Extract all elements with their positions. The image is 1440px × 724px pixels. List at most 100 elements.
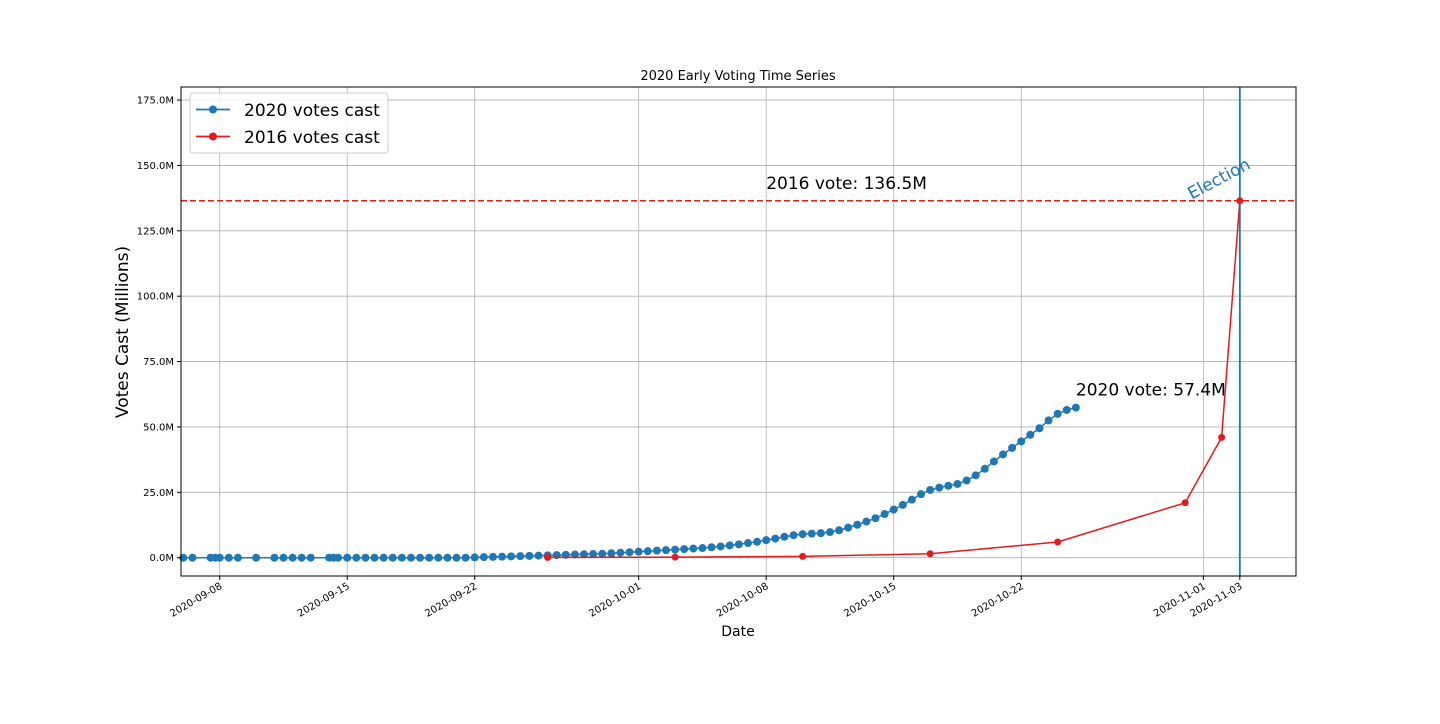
data-point-2020 <box>1026 430 1035 439</box>
legend-label-2020: 2020 votes cast <box>244 101 380 121</box>
data-point-2020 <box>780 532 789 541</box>
data-point-2020 <box>999 450 1008 459</box>
legend-entry-2016: 2016 votes cast <box>196 128 380 148</box>
data-point-2020 <box>306 553 315 562</box>
data-point-2020 <box>616 548 625 557</box>
x-tick-label: 2020-10-08 <box>715 581 771 620</box>
data-point-2020 <box>953 479 962 488</box>
data-point-2020 <box>971 471 980 480</box>
data-point-2020 <box>361 553 370 562</box>
data-point-2020 <box>1062 405 1071 414</box>
data-point-2020 <box>1053 409 1062 418</box>
data-point-2020 <box>224 553 233 562</box>
annotation-layer: 2016 vote: 136.5M 2020 vote: 57.4M Electio… <box>766 155 1254 401</box>
annotation-vote2016: 2016 vote: 136.5M <box>766 174 927 194</box>
data-point-2020 <box>406 553 415 562</box>
data-point-2020 <box>825 528 834 537</box>
legend-entry-2020: 2020 votes cast <box>196 101 380 121</box>
y-tick-label: 125.0M <box>137 226 174 237</box>
data-point-2016 <box>671 553 679 561</box>
data-point-2020 <box>807 529 816 538</box>
data-point-2020 <box>461 553 470 562</box>
data-point-2020 <box>917 490 926 499</box>
data-point-2016 <box>1054 538 1062 546</box>
y-tick-label: 150.0M <box>137 161 174 172</box>
data-point-2020 <box>580 550 589 559</box>
data-point-2020 <box>425 553 434 562</box>
y-tick-label: 75.0M <box>143 357 174 368</box>
data-point-2020 <box>479 553 488 562</box>
data-point-2020 <box>944 481 953 490</box>
data-point-2020 <box>898 500 907 509</box>
x-tick-label: 2020-09-08 <box>168 581 224 620</box>
data-point-2020 <box>716 542 725 551</box>
data-point-2020 <box>671 545 680 554</box>
data-point-2016 <box>1218 433 1226 441</box>
data-point-2020 <box>907 495 916 504</box>
data-point-2020 <box>689 544 698 553</box>
data-point-2020 <box>1008 443 1017 452</box>
y-tick-label: 0.0M <box>149 553 174 564</box>
data-point-2020 <box>771 534 780 543</box>
data-point-2016 <box>1236 197 1244 205</box>
grid-layer <box>181 87 1296 576</box>
data-point-2020 <box>835 526 844 535</box>
x-tick-label: 2020-09-15 <box>296 581 352 620</box>
series-2016 <box>544 197 1244 561</box>
data-point-2020 <box>853 520 862 529</box>
data-point-2020 <box>397 553 406 562</box>
data-point-2020 <box>297 553 306 562</box>
data-point-2020 <box>889 505 898 514</box>
annotation-vote2020: 2020 vote: 57.4M <box>1076 381 1226 401</box>
data-point-2020 <box>379 553 388 562</box>
data-point-2020 <box>753 537 762 546</box>
reference-lines <box>181 87 1296 576</box>
data-point-2020 <box>871 514 880 523</box>
data-point-2020 <box>334 553 343 562</box>
data-point-2020 <box>652 546 661 555</box>
legend: 2020 votes cast 2016 votes cast <box>189 92 389 154</box>
data-point-2020 <box>388 553 397 562</box>
chart-title: 2020 Early Voting Time Series <box>640 69 836 84</box>
data-point-2020 <box>507 552 516 561</box>
y-tick-label: 175.0M <box>137 96 174 107</box>
data-point-2020 <box>188 553 197 562</box>
data-point-2020 <box>926 485 935 494</box>
data-point-2020 <box>470 553 479 562</box>
x-tick-label: 2020-10-15 <box>842 581 898 620</box>
x-tick-label: 2020-10-01 <box>587 581 643 620</box>
data-point-2016 <box>1181 499 1189 507</box>
data-point-2020 <box>215 553 224 562</box>
data-point-2016 <box>544 553 552 561</box>
data-point-2020 <box>270 553 279 562</box>
data-point-2020 <box>880 510 889 519</box>
y-tick-label: 25.0M <box>143 488 174 499</box>
data-point-2020 <box>625 548 634 557</box>
data-point-2020 <box>980 464 989 473</box>
data-point-2020 <box>725 541 734 550</box>
data-point-2020 <box>698 544 707 553</box>
data-point-2020 <box>443 553 452 562</box>
x-tick-label: 2020-10-22 <box>970 581 1026 620</box>
data-point-2020 <box>643 547 652 556</box>
data-point-2020 <box>862 517 871 526</box>
data-point-2020 <box>252 553 261 562</box>
data-point-2020 <box>607 549 616 558</box>
data-point-2020 <box>734 540 743 549</box>
data-point-2020 <box>516 552 525 561</box>
series-line-2020 <box>183 406 1077 559</box>
legend-marker-2020 <box>209 105 217 114</box>
data-point-2020 <box>962 476 971 485</box>
data-point-2020 <box>488 552 497 561</box>
data-point-2020 <box>1044 416 1053 425</box>
data-point-2020 <box>498 552 507 561</box>
data-point-2020 <box>598 549 607 558</box>
data-point-2020 <box>680 545 689 554</box>
data-point-2020 <box>662 546 671 555</box>
data-point-2020 <box>789 531 798 540</box>
y-axis-label: Votes Cast (Millions) <box>113 246 133 418</box>
data-point-2020 <box>989 457 998 466</box>
data-point-2020 <box>570 550 579 559</box>
series-layer <box>179 197 1244 562</box>
